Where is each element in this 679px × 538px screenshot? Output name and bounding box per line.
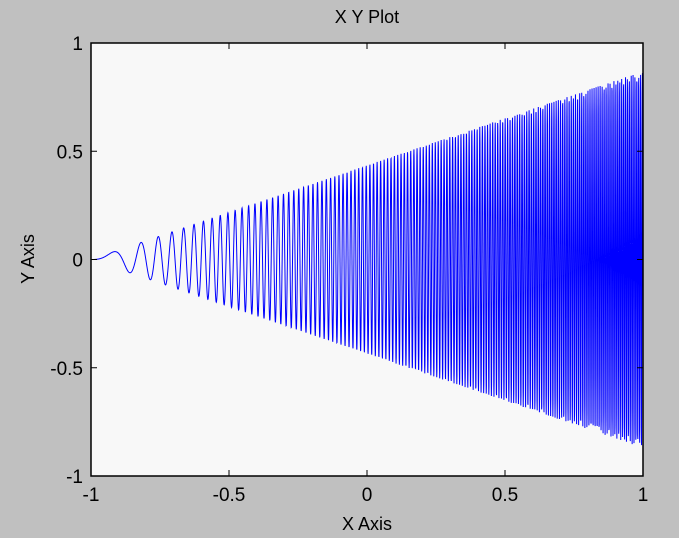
x-tick-label: -1 <box>83 485 100 506</box>
x-tick-label: 0.5 <box>492 485 518 506</box>
x-tick-label: -0.5 <box>213 485 246 506</box>
y-axis-ticks: 1 0.5 0 -0.5 -1 <box>50 34 643 488</box>
y-tick-label: 0 <box>72 251 83 272</box>
series-line <box>91 73 644 446</box>
y-axis-title: Y Axis <box>18 234 38 284</box>
x-axis-title: X Axis <box>342 514 392 534</box>
y-tick-label: -0.5 <box>50 359 83 380</box>
y-tick-label: -1 <box>66 467 83 488</box>
x-axis-ticks: -1 -0.5 0 0.5 1 <box>83 43 649 506</box>
plot-title: X Y Plot <box>335 7 399 27</box>
y-tick-label: 1 <box>72 34 83 55</box>
y-tick-label: 0.5 <box>57 142 83 163</box>
x-tick-label: 0 <box>362 485 373 506</box>
data-series <box>91 73 644 446</box>
x-tick-label: 1 <box>638 485 649 506</box>
